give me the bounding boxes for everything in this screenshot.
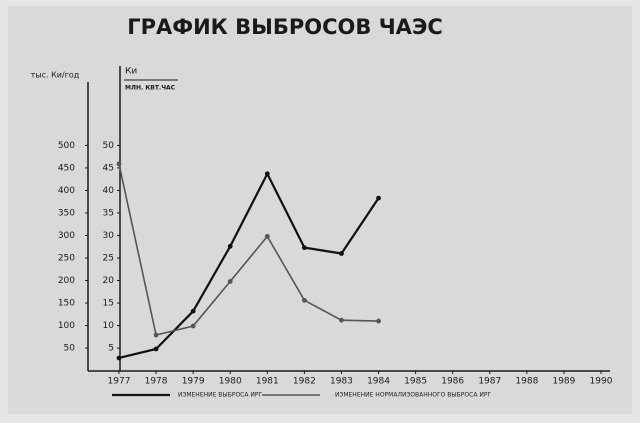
y-tick-label: 350 (58, 208, 75, 218)
data-point (153, 346, 159, 352)
y2-tick-label: 10 (103, 321, 115, 331)
data-point (376, 318, 381, 324)
x-tick-label: 1986 (441, 377, 464, 387)
data-point (301, 245, 307, 251)
x-tick-label: 1990 (590, 377, 613, 387)
y-tick-label: 100 (58, 321, 75, 331)
data-point (116, 355, 122, 361)
x-tick-label: 1989 (552, 377, 575, 387)
y-tick-label: 300 (58, 231, 75, 241)
x-tick-label: 1977 (108, 377, 131, 387)
x-tick-label: 1981 (256, 377, 279, 387)
y-tick-label: 50 (64, 344, 76, 354)
x-tick-label: 1980 (219, 377, 242, 387)
data-point (264, 233, 270, 239)
y2-tick-label: 25 (103, 254, 114, 264)
data-point (227, 243, 233, 249)
x-tick-label: 1987 (478, 377, 501, 387)
data-point (264, 171, 270, 177)
y-tick-label: 450 (58, 163, 75, 173)
y2-tick-label: 5 (108, 344, 114, 354)
data-point (153, 332, 159, 338)
x-tick-label: 1988 (515, 377, 538, 387)
series-line (118, 171, 380, 360)
x-tick-label: 1978 (145, 377, 168, 387)
y-tick-label: 150 (58, 299, 75, 309)
paper (8, 6, 632, 414)
y2-axis-unit: МЛН. КВТ.ЧАС (125, 85, 176, 92)
chart-title: ГРАФИК ВЫБРОСОВ ЧАЭС (127, 15, 443, 39)
x-tick-label: 1983 (330, 377, 353, 387)
y2-tick-label: 40 (103, 186, 115, 196)
series-line (118, 163, 379, 336)
y-tick-label: 500 (58, 141, 75, 151)
y2-tick-label: 30 (103, 231, 115, 241)
x-tick-label: 1984 (367, 377, 390, 387)
y2-tick-label: 15 (103, 299, 114, 309)
y-tick-label: 250 (58, 254, 75, 264)
data-point (190, 308, 196, 314)
data-point (339, 251, 344, 256)
data-point (116, 161, 122, 167)
y2-axis-title: Ки (125, 67, 137, 77)
x-tick-label: 1985 (404, 377, 427, 387)
x-tick-label: 1979 (182, 377, 205, 387)
data-point (227, 279, 233, 284)
data-point (301, 297, 307, 303)
y-tick-label: 200 (58, 276, 75, 286)
y-tick-label: 400 (58, 186, 75, 196)
legend-label: ИЗМЕНЕНИЕ ВЫБРОСА ИРГ (178, 392, 262, 399)
data-point (190, 323, 196, 329)
data-point (376, 195, 381, 201)
y2-tick-label: 35 (103, 208, 114, 218)
x-tick-label: 1982 (293, 377, 316, 387)
y2-tick-label: 20 (103, 276, 115, 286)
y2-tick-label: 50 (103, 141, 115, 151)
y-axis-title: тыс. Ки/год (31, 71, 80, 80)
legend-label: ИЗМЕНЕНИЕ НОРМАЛИЗОВАННОГО ВЫБРОСА ИРГ (335, 392, 491, 399)
y2-tick-label: 45 (103, 163, 114, 173)
data-point (339, 317, 344, 323)
